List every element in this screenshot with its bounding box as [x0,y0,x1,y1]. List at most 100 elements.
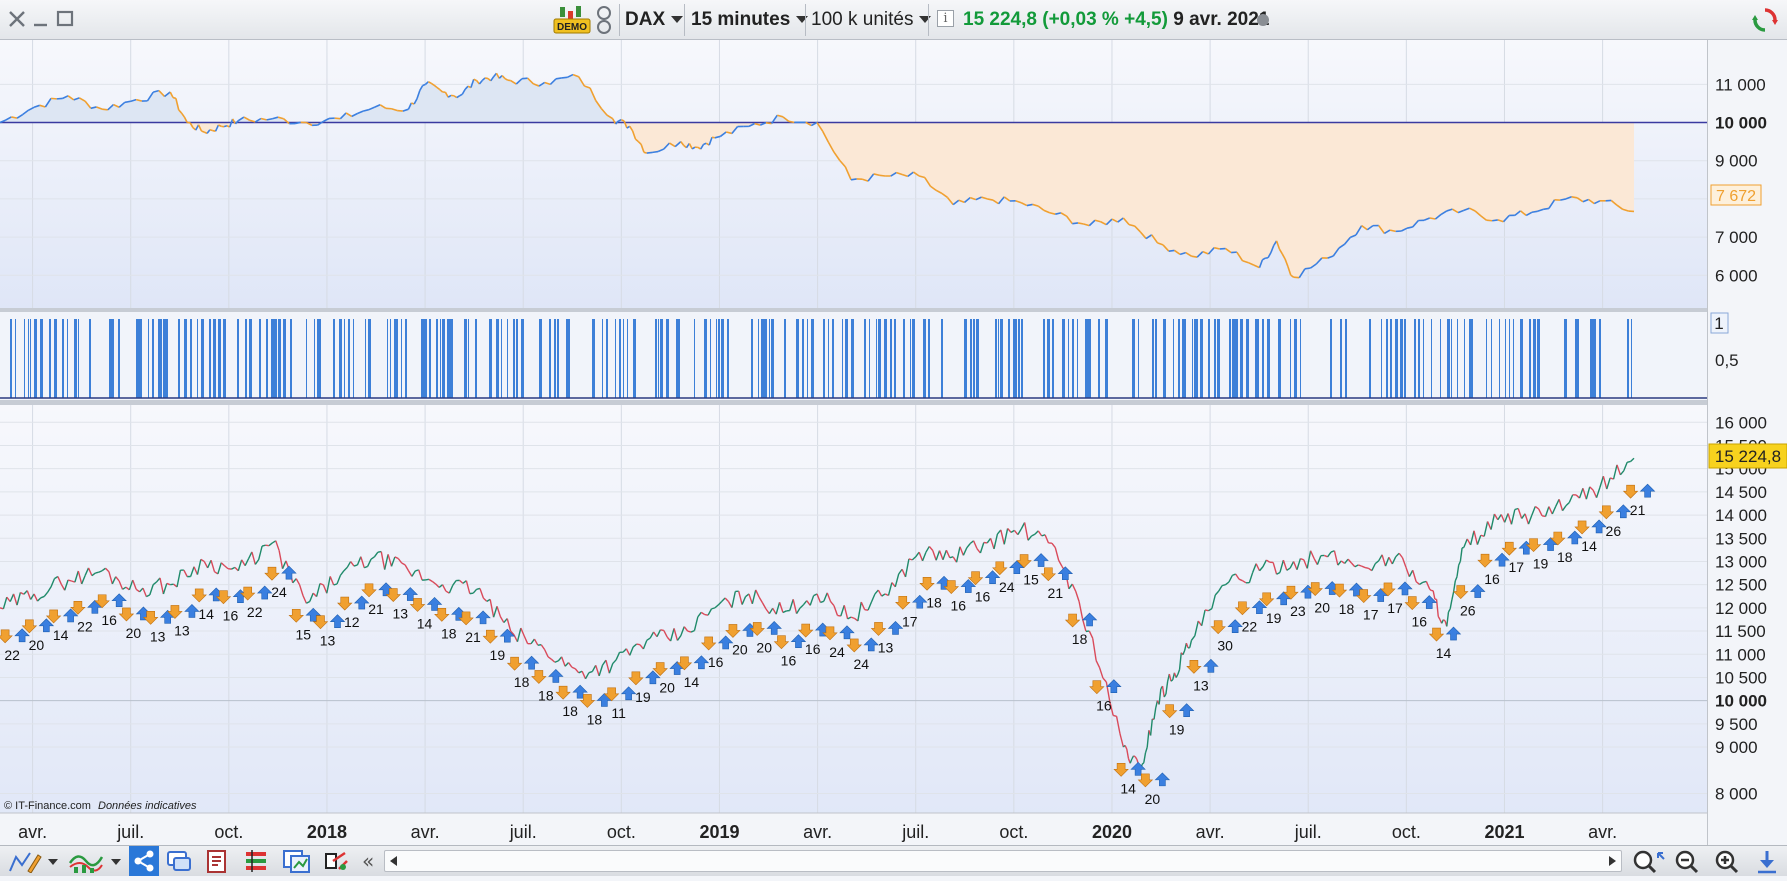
scroll-right-icon[interactable] [1605,854,1619,868]
signal-label: 26 [1606,523,1622,539]
signal-bar [1300,319,1301,398]
performance-segment [652,152,658,153]
draw-tool-icon[interactable] [8,849,34,873]
quote-display: 15 224,8 (+0,03 % +4,5) 9 avr. 2021 [963,8,1269,32]
signal-bar [405,319,407,398]
performance-segment [102,109,108,110]
info-icon[interactable]: i [937,10,954,27]
scroll-left-icon[interactable] [387,854,401,868]
signal-label: 12 [344,614,360,630]
last-value-badge: 7 672 [1711,185,1761,205]
signal-bar [1138,319,1139,398]
signal-label: 22 [77,618,93,634]
link-icon[interactable] [594,4,614,36]
bottom-toolbar: « [0,845,1787,876]
download-icon[interactable] [1754,849,1780,873]
price-segment [262,545,265,546]
performance-segment [173,98,176,99]
x-tick-label: oct. [1392,822,1421,842]
chevron-down-icon [919,16,931,23]
signal-bar [317,319,319,398]
y-tick-label: 9 500 [1715,715,1758,734]
signal-bar [623,319,624,398]
signal-bar [166,319,168,398]
signal-bar [660,319,663,398]
signal-bar [397,319,398,398]
signal-label: 11 [611,705,626,721]
signal-label: 21 [1630,502,1646,518]
signal-bar [1152,319,1154,398]
signal-bar [1575,319,1577,398]
minimize-icon[interactable] [28,6,54,32]
window-icon[interactable] [282,849,308,873]
zoom-in-icon[interactable] [1712,849,1744,873]
signal-bar [751,319,753,398]
signal-bar [1173,319,1174,398]
collapse-icon[interactable]: « [362,850,374,872]
tools-icon[interactable] [323,849,349,873]
y-tick-label: 11 000 [1715,645,1766,664]
indicator-icon[interactable] [68,849,104,873]
price-segment [1443,620,1445,621]
signal-bar [1278,319,1281,398]
signal-bar [1255,319,1256,398]
signal-bar [464,319,467,398]
signal-label: 13 [392,606,408,622]
units-selector[interactable]: 100 k unités [811,8,931,32]
signal-bar [1196,319,1198,398]
signal-bar [549,319,551,398]
zoom-fit-icon[interactable] [1630,849,1666,873]
performance-segment [1492,220,1498,221]
chat-icon[interactable] [166,849,192,873]
order-list-icon[interactable] [243,849,269,873]
signal-label: 24 [999,579,1015,595]
performance-segment [562,77,568,78]
y-tick-label: 7 000 [1715,228,1758,247]
signal-bar [1062,319,1065,398]
x-tick-label: avr. [18,822,47,842]
y-tick-label: 13 000 [1715,552,1767,571]
signal-bar [666,319,669,398]
performance-segment [987,199,993,200]
signal-bar [1052,319,1054,398]
maximize-icon[interactable] [52,6,78,32]
signal-bar [807,319,808,398]
share-icon[interactable] [129,846,159,876]
refresh-icon[interactable] [1750,6,1780,34]
horizontal-scrollbar[interactable] [384,850,1622,872]
signal-bar [1447,319,1450,398]
signal-label: 20 [732,641,748,657]
signal-label: 14 [53,627,69,643]
timeframe-selector[interactable]: 15 minutes [691,8,808,32]
signal-bar [1599,319,1601,398]
signal-bar [368,319,371,398]
instrument-selector[interactable]: DAX [625,8,683,32]
signal-bar [387,319,388,398]
performance-segment [1430,218,1436,219]
zoom-out-icon[interactable] [1672,849,1704,873]
signal-bar [851,319,854,398]
signal-label: 18 [926,594,942,610]
close-icon[interactable] [4,6,30,32]
chevron-down-icon[interactable] [47,849,59,873]
signal-bar [353,319,354,398]
signal-bar [1077,319,1078,398]
signal-bar [876,319,877,398]
signal-bar [278,319,280,398]
signal-bar [539,319,542,398]
signal-label: 22 [247,604,263,620]
y-tick-label: 12 000 [1715,599,1767,618]
chevron-down-icon[interactable] [110,849,122,873]
signal-bar [619,319,621,398]
price-segment [711,608,714,609]
signal-bar [450,319,453,398]
signal-bar [1369,319,1371,398]
signal-bar [344,319,345,398]
signal-bar [118,319,120,398]
y-tick-label: 13 500 [1715,529,1767,548]
signal-label: 23 [1290,603,1306,619]
signal-bar [245,319,247,398]
order-ticket-icon[interactable] [204,849,230,873]
